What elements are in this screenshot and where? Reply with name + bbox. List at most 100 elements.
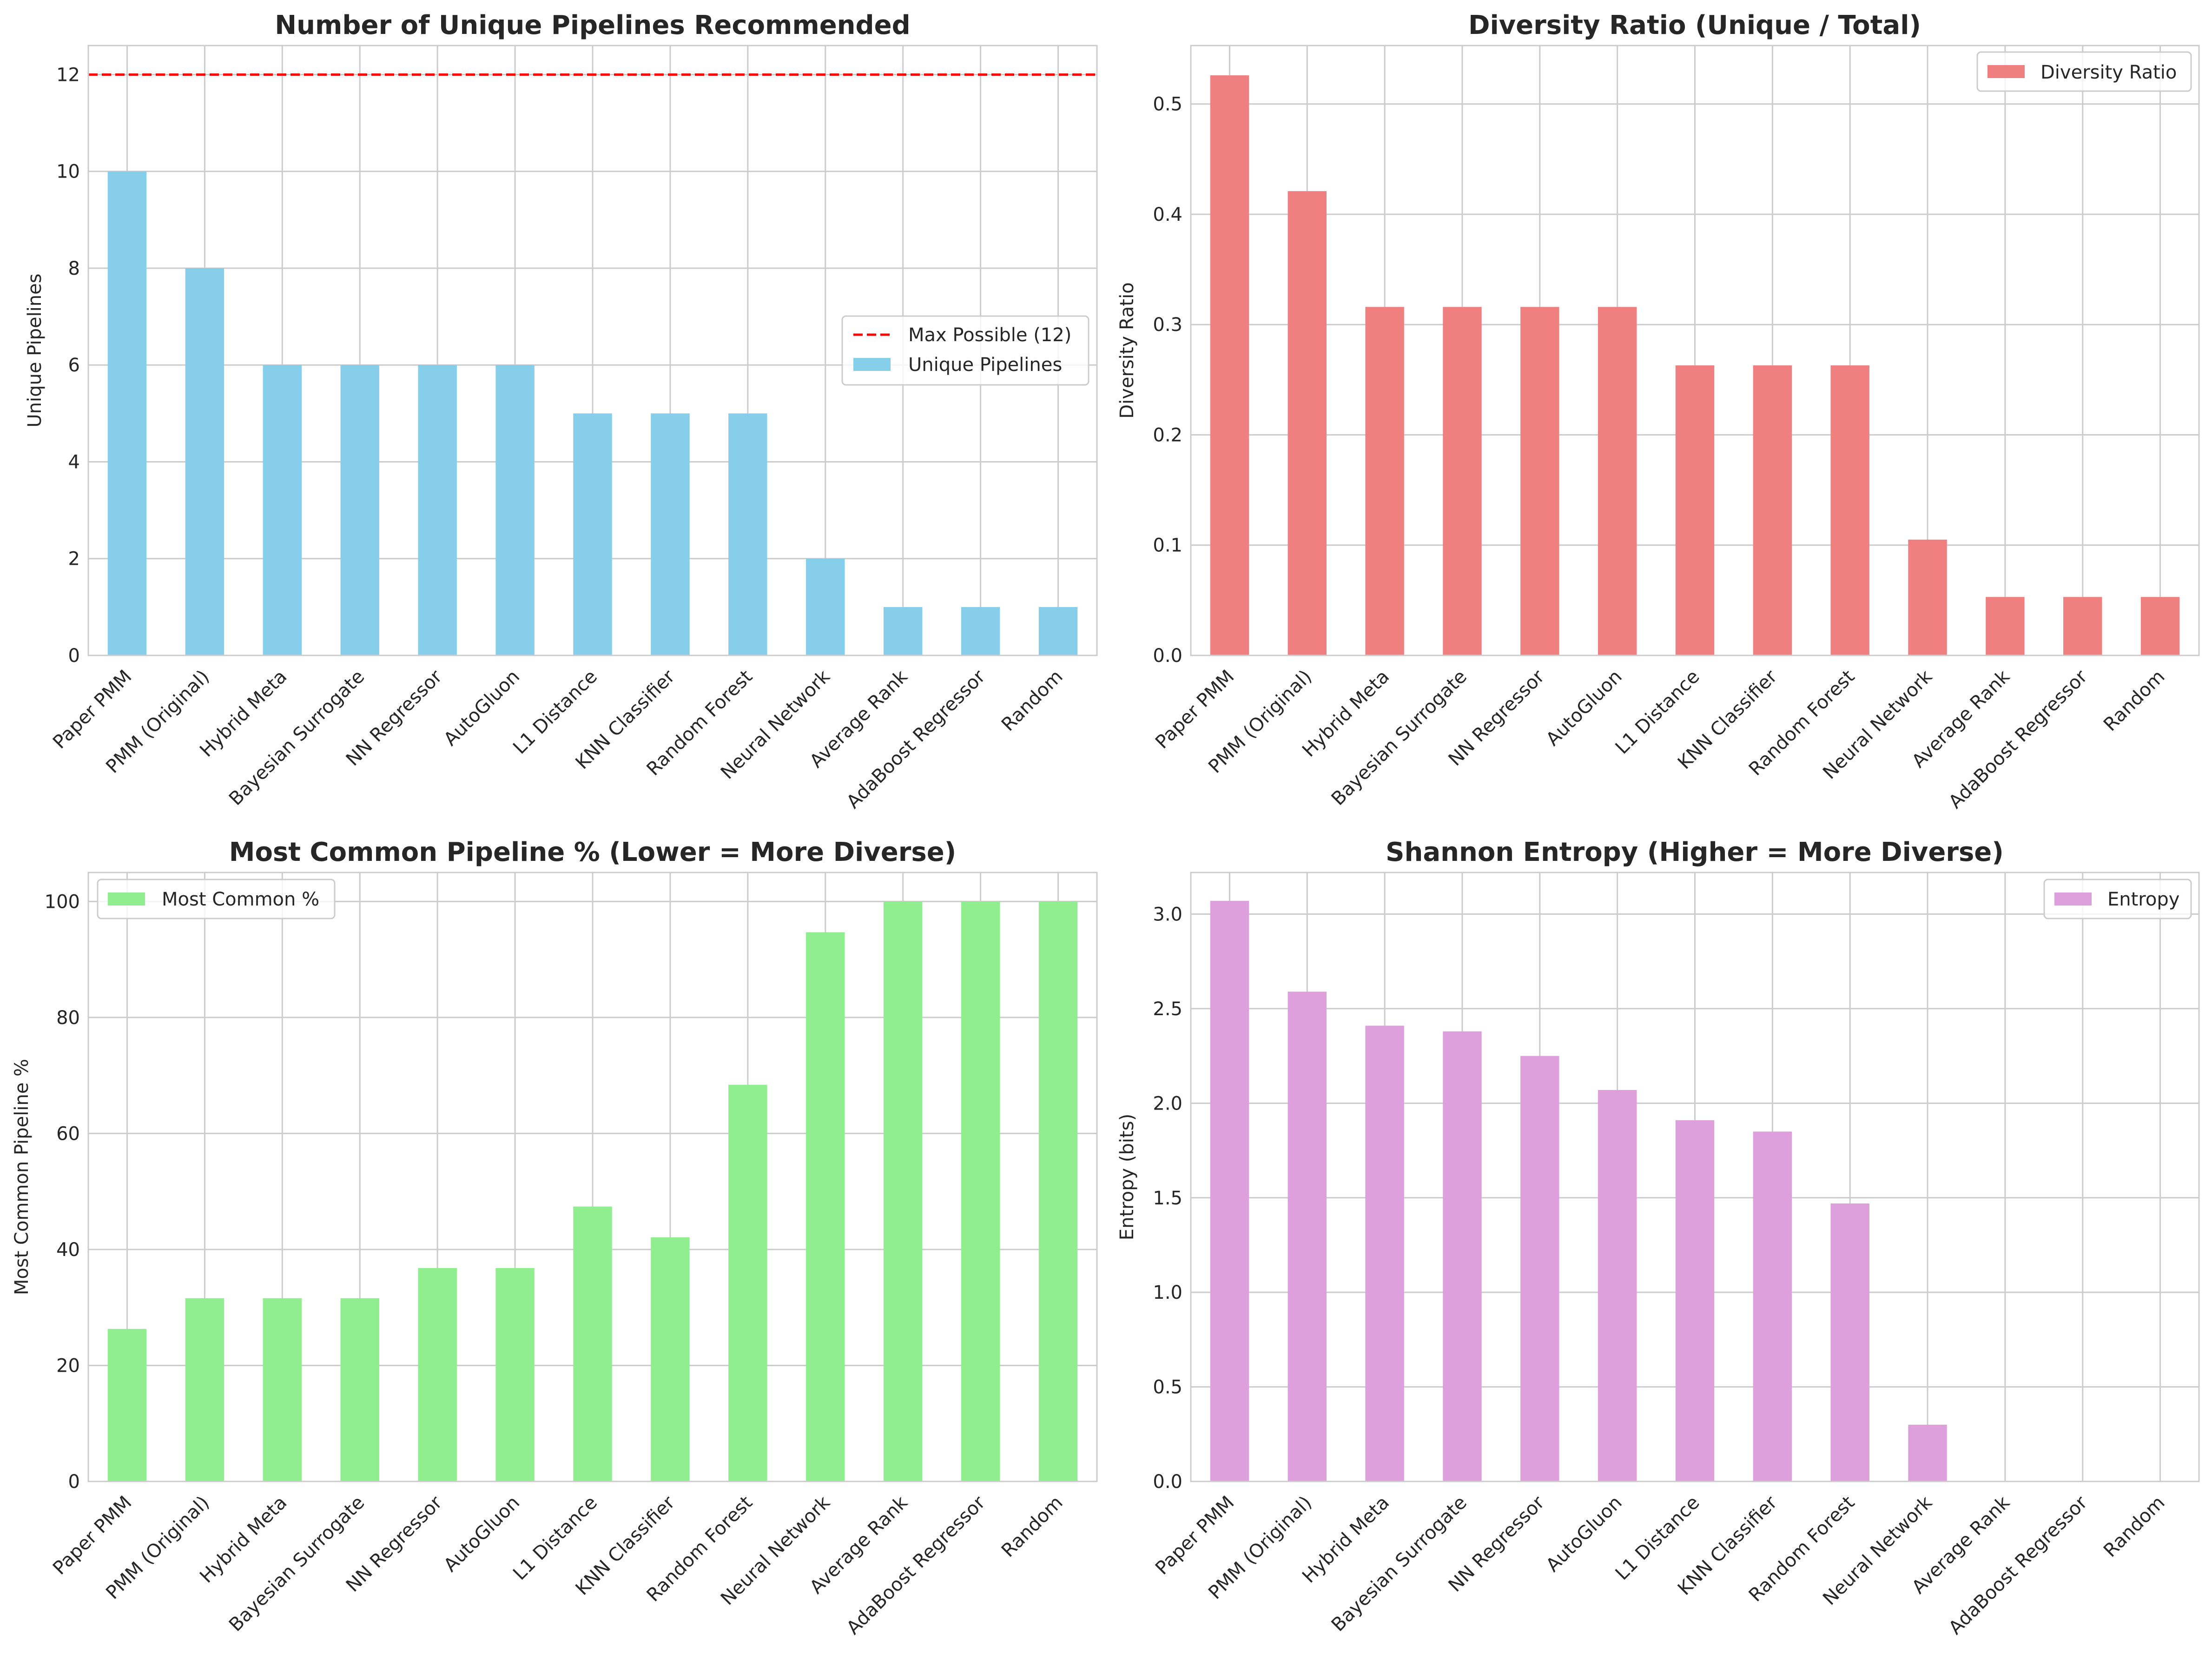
legend-label-max-possible: Max Possible (12)	[908, 324, 1071, 346]
bar-bayesian-surrogate	[340, 1298, 379, 1481]
axes-frame	[1190, 872, 2200, 1482]
bar-random-forest	[1830, 1203, 1869, 1481]
legend: Max Possible (12) Unique Pipelines	[841, 315, 1089, 386]
bar-hybrid-meta	[1365, 307, 1404, 655]
legend-label-diversity-ratio: Diversity Ratio	[2040, 62, 2177, 83]
bar-autogluon	[495, 1268, 535, 1481]
bar-random	[1038, 901, 1078, 1481]
bar-bayesian-surrogate	[1443, 1031, 1482, 1481]
bar-neural-network	[1908, 539, 1947, 655]
y-tick-label: 8	[68, 258, 80, 279]
chart-title: Most Common Pipeline % (Lower = More Div…	[229, 837, 957, 867]
bar-l1-distance	[573, 413, 612, 655]
chart-title: Diversity Ratio (Unique / Total)	[1468, 10, 1921, 40]
y-tick-label: 0	[68, 645, 80, 667]
y-tick-label: 20	[56, 1355, 80, 1376]
legend-swatch-diversity-ratio	[1987, 65, 2025, 78]
y-tick-label: 100	[45, 891, 80, 912]
bar-autogluon	[495, 365, 535, 655]
bar-knn-classifier	[651, 413, 690, 655]
y-tick-label: 80	[56, 1007, 80, 1029]
y-tick-labels: 0.0 0.5 1.0 1.5 2.0 2.5 3.0	[1153, 904, 1182, 1493]
axes-frame	[87, 45, 1098, 656]
y-tick-label: 0.3	[1153, 314, 1182, 336]
y-tick-label: 1.0	[1153, 1282, 1182, 1303]
bar-knn-classifier	[1753, 365, 1792, 655]
bar-adaboost-regressor	[961, 901, 1000, 1481]
bar-neural-network	[806, 932, 845, 1481]
bar-neural-network	[806, 558, 845, 655]
bar-random	[1038, 607, 1078, 655]
y-tick-label: 0.5	[1153, 94, 1182, 115]
bar-knn-classifier	[651, 1237, 690, 1481]
y-tick-label: 0.0	[1153, 645, 1182, 667]
bar-pmm-original	[185, 268, 225, 655]
bar-pmm-original	[1288, 991, 1327, 1481]
bar-nn-regressor	[1520, 1056, 1559, 1481]
y-tick-label: 4	[68, 451, 80, 473]
legend-swatch-unique-pipelines	[853, 358, 891, 371]
bar-average-rank	[883, 607, 923, 655]
y-tick-label: 60	[56, 1123, 80, 1144]
legend-label-entropy: Entropy	[2107, 889, 2179, 910]
bar-neural-network	[1908, 1424, 1947, 1481]
legend-box	[841, 315, 1089, 386]
bar-pmm-original	[1288, 191, 1327, 656]
legend-box	[97, 879, 336, 919]
bar-random-forest	[728, 1084, 767, 1481]
bar-nn-regressor	[1520, 307, 1559, 655]
legend: Entropy	[2043, 879, 2192, 919]
bars	[1210, 901, 1947, 1481]
bar-average-rank	[883, 901, 923, 1481]
y-axis-label: Entropy (bits)	[1116, 1114, 1138, 1240]
bar-bayesian-surrogate	[340, 365, 379, 655]
bar-l1-distance	[573, 1206, 612, 1481]
axes-frame	[87, 872, 1098, 1482]
y-tick-label: 12	[56, 64, 80, 86]
bar-hybrid-meta	[263, 365, 302, 655]
legend-label-unique-pipelines: Unique Pipelines	[908, 354, 1062, 376]
y-tick-label: 2	[68, 549, 80, 570]
y-tick-label: 1.5	[1153, 1188, 1182, 1209]
bar-paper-pmm	[1210, 75, 1249, 655]
panel-shannon-entropy: Shannon Entropy (Higher = More Diverse) …	[1116, 837, 2200, 1639]
bar-random-forest	[1830, 365, 1869, 655]
y-axis-label: Unique Pipelines	[24, 273, 46, 427]
bar-l1-distance	[1675, 1120, 1715, 1481]
panel-most-common-pct: Most Common Pipeline % (Lower = More Div…	[11, 837, 1098, 1639]
bar-nn-regressor	[418, 1268, 457, 1481]
bar-autogluon	[1598, 307, 1637, 655]
bar-bayesian-surrogate	[1443, 307, 1482, 655]
y-tick-label: 0.5	[1153, 1377, 1182, 1398]
bar-l1-distance	[1675, 365, 1715, 655]
bars	[107, 171, 1078, 655]
bar-random-forest	[728, 413, 767, 655]
chart-title: Shannon Entropy (Higher = More Diverse)	[1386, 837, 2004, 867]
chart-title: Number of Unique Pipelines Recommended	[275, 10, 910, 40]
bar-autogluon	[1598, 1090, 1637, 1481]
y-tick-labels: 0 20 40 60 80 100	[45, 891, 80, 1493]
bars	[107, 901, 1078, 1481]
y-axis-label: Diversity Ratio	[1116, 282, 1138, 418]
bar-adaboost-regressor	[961, 607, 1000, 655]
legend-swatch-most-common	[108, 892, 145, 906]
bar-hybrid-meta	[1365, 1025, 1404, 1481]
bar-pmm-original	[185, 1298, 225, 1481]
legend: Diversity Ratio	[1976, 51, 2192, 92]
y-tick-label: 40	[56, 1239, 80, 1261]
y-tick-label: 0	[68, 1471, 80, 1493]
bars	[1210, 75, 2180, 656]
y-tick-label: 0.2	[1153, 424, 1182, 446]
legend-box	[1976, 51, 2192, 92]
bar-adaboost-regressor	[2063, 597, 2102, 655]
bar-knn-classifier	[1753, 1131, 1792, 1481]
y-tick-labels: 0 2 4 6 8 10 12	[56, 64, 80, 667]
bar-paper-pmm	[107, 1329, 147, 1481]
bar-random	[2140, 597, 2180, 655]
y-tick-label: 2.0	[1153, 1093, 1182, 1114]
y-tick-label: 6	[68, 355, 80, 376]
legend: Most Common %	[97, 879, 336, 919]
legend-box	[2043, 879, 2192, 919]
